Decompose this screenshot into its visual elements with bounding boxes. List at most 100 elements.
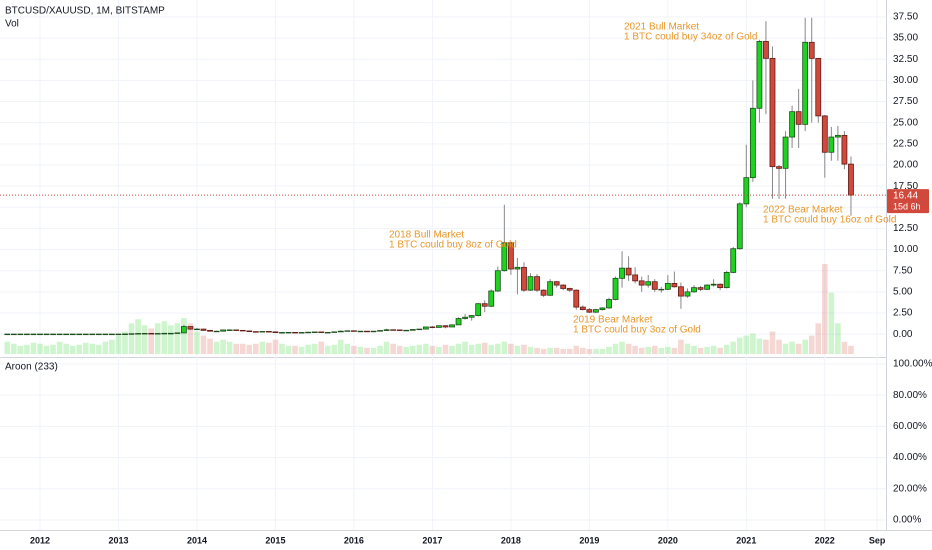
candle-body <box>30 333 37 336</box>
candle-body <box>259 331 266 333</box>
candle-body <box>377 330 383 332</box>
x-tick-label: 2017 <box>422 535 442 545</box>
candle-body <box>756 41 763 109</box>
volume-bar <box>475 343 481 354</box>
candle-body <box>619 267 625 279</box>
volume-bar <box>553 347 560 354</box>
volume-bar <box>599 348 606 354</box>
volume-bar <box>632 345 638 354</box>
volume-bar <box>377 345 383 354</box>
volume-bar <box>521 344 527 354</box>
candle-body <box>298 332 305 334</box>
candle-body <box>82 333 89 336</box>
volume-bar <box>370 347 377 354</box>
candle-body <box>115 333 122 336</box>
candle-body <box>102 333 109 336</box>
candle-body <box>736 203 743 250</box>
volume-bar <box>318 341 325 354</box>
candle-body <box>449 324 455 328</box>
y-tick-label: 80.00% <box>893 390 927 401</box>
volume-bar <box>279 343 285 354</box>
y-tick-label: 20.00% <box>893 483 927 494</box>
volume-bar <box>782 343 789 354</box>
candle-body <box>841 134 848 165</box>
candle-body <box>272 331 279 334</box>
volume-bar <box>344 343 351 354</box>
volume-bar <box>769 331 776 354</box>
volume-bar <box>540 348 547 354</box>
volume-bar <box>697 347 704 354</box>
volume-bar <box>580 347 586 354</box>
volume-bar <box>11 343 17 354</box>
candle-body <box>651 281 658 290</box>
candle-body <box>455 318 462 326</box>
candle-body <box>76 333 83 336</box>
volume-bar <box>488 344 495 354</box>
candle-body <box>599 307 606 311</box>
y-tick-label: 17.50 <box>893 181 918 192</box>
annotation-title: 2019 Bear Market <box>573 315 653 326</box>
volume-bar <box>259 341 266 354</box>
volume-bar <box>285 345 292 354</box>
volume-bar <box>658 347 665 354</box>
candle-body <box>63 333 70 336</box>
volume-bar <box>750 333 756 354</box>
candle-body <box>658 288 665 291</box>
candle-body <box>95 333 102 336</box>
volume-bar <box>220 339 226 354</box>
candle-body <box>749 107 756 179</box>
y-tick-label: 35.00 <box>893 33 918 44</box>
volume-bar <box>213 341 220 354</box>
indicator-label: Aroon (233) <box>5 362 58 373</box>
volume-bar <box>403 346 410 354</box>
annotation-text: 1 BTC could buy 34oz of Gold <box>624 32 757 43</box>
volume-bar <box>717 347 723 354</box>
volume-bar <box>710 345 717 354</box>
volume-bar <box>573 345 580 354</box>
y-tick-label: 27.50 <box>893 96 918 107</box>
candle-body <box>579 306 586 311</box>
candle-body <box>645 281 652 286</box>
volume-bar <box>835 323 841 354</box>
candle-body <box>390 329 397 331</box>
volume-bar <box>429 345 436 354</box>
volume-bar <box>495 343 501 354</box>
candle-body <box>305 331 312 334</box>
candle-body <box>717 283 724 289</box>
volume-bar <box>56 341 63 354</box>
candle-body <box>481 303 488 307</box>
candle-body <box>593 309 599 313</box>
candle-body <box>364 330 370 333</box>
candle-body <box>763 41 769 59</box>
volume-bar <box>560 348 566 354</box>
candle-body <box>488 290 495 307</box>
volume-bar <box>822 264 828 354</box>
volume-bar <box>730 341 737 354</box>
volume-bar <box>619 341 625 354</box>
candle-body <box>691 287 697 293</box>
candle-body <box>697 287 704 290</box>
volume-bar <box>828 292 835 354</box>
volume-bar <box>102 341 109 354</box>
candle-body <box>194 328 200 331</box>
volume-bar <box>684 343 691 354</box>
volume-bar <box>50 344 56 354</box>
x-tick-label: 2020 <box>658 535 678 545</box>
volume-bar <box>69 345 76 354</box>
volume-bar <box>671 347 678 354</box>
volume-bar <box>527 346 534 354</box>
candle-body <box>848 163 854 196</box>
volume-bar <box>187 323 194 354</box>
candle-body <box>69 333 76 336</box>
volume-bar <box>423 343 429 354</box>
x-tick-label: 2016 <box>344 535 364 545</box>
volume-bar <box>200 335 207 354</box>
volume-bar <box>253 343 259 354</box>
candle-body <box>723 272 730 289</box>
candle-body <box>789 111 795 138</box>
volume-bar <box>181 318 187 354</box>
candle-body <box>501 242 508 272</box>
annotation-title: 2021 Bull Market <box>624 22 699 33</box>
candle-body <box>494 270 501 292</box>
